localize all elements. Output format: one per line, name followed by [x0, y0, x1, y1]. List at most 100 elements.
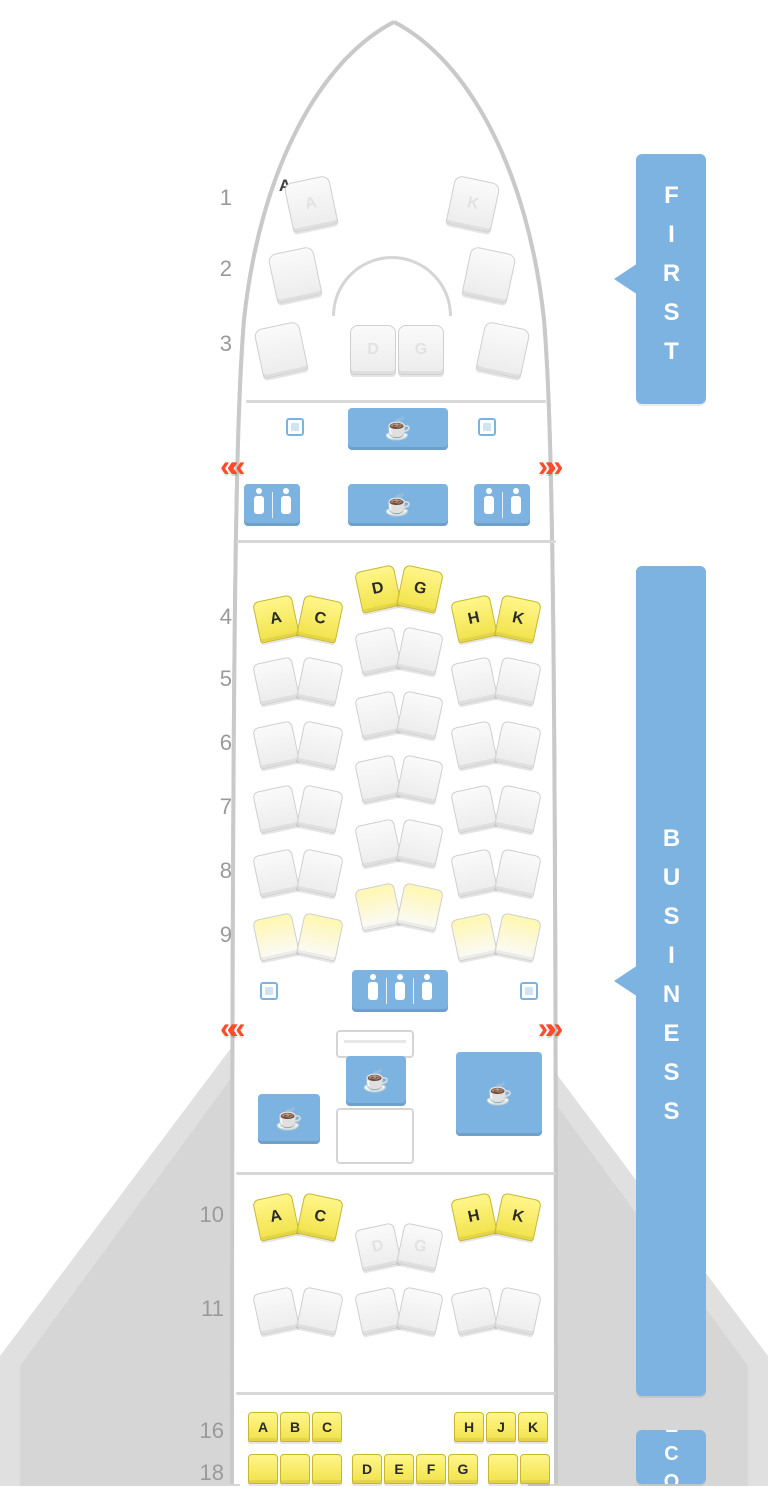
row-number: 3	[198, 331, 232, 357]
galley-icon: ☕	[275, 1106, 302, 1132]
seat-C[interactable]: C	[296, 1192, 344, 1241]
seat-H[interactable]	[450, 656, 498, 705]
seat-G[interactable]	[396, 1286, 444, 1335]
row-number: 18	[190, 1460, 224, 1486]
seat-G[interactable]: G	[396, 1222, 444, 1271]
seat-B[interactable]: B	[280, 1412, 310, 1442]
seat-A[interactable]	[267, 246, 322, 304]
galley-block: ☕	[348, 408, 448, 450]
seat-D[interactable]	[354, 882, 402, 931]
seat-C[interactable]	[296, 784, 344, 833]
seat-A[interactable]	[252, 848, 300, 897]
row-number: 8	[198, 858, 232, 884]
seat-H[interactable]: H	[454, 1412, 484, 1442]
lavatory-icon	[281, 496, 291, 514]
seat-A[interactable]	[252, 784, 300, 833]
seat-C[interactable]	[296, 848, 344, 897]
seat-K[interactable]	[494, 848, 542, 897]
seat-C[interactable]	[296, 1286, 344, 1335]
tv-icon	[520, 982, 538, 1000]
seat-C[interactable]	[296, 912, 344, 961]
seat-G[interactable]	[396, 882, 444, 931]
seat-G[interactable]: G	[396, 564, 444, 613]
row-number: 9	[198, 922, 232, 948]
row-number: 1	[198, 185, 232, 211]
seat-A[interactable]	[252, 1286, 300, 1335]
seat-K[interactable]	[475, 321, 530, 379]
seat-D[interactable]	[354, 754, 402, 803]
seat-H[interactable]	[450, 1286, 498, 1335]
seat-A[interactable]	[252, 656, 300, 705]
seat-K[interactable]: K	[518, 1412, 548, 1442]
seat-H[interactable]: H	[450, 1192, 498, 1241]
seat-H[interactable]	[450, 784, 498, 833]
seat-E[interactable]: E	[384, 1454, 414, 1484]
seat-D[interactable]	[354, 626, 402, 675]
lavatory-icon	[368, 982, 378, 1000]
seat-H[interactable]	[450, 720, 498, 769]
seat-H[interactable]	[450, 848, 498, 897]
lavatory-icon	[422, 982, 432, 1000]
seat-A[interactable]: A	[252, 594, 300, 643]
seat-K[interactable]	[494, 656, 542, 705]
seat-G[interactable]	[396, 626, 444, 675]
seat-K[interactable]	[494, 1286, 542, 1335]
class-badge-business: BUSINESS	[636, 566, 706, 1396]
seat-D[interactable]	[354, 818, 402, 867]
bulkhead	[246, 400, 546, 403]
seat-A[interactable]: A	[252, 1192, 300, 1241]
bulkhead	[236, 540, 556, 543]
galley-block: ☕	[456, 1052, 542, 1136]
seat-K[interactable]: K	[494, 594, 542, 643]
seat-C[interactable]: C	[312, 1412, 342, 1442]
seat-D[interactable]: D	[354, 564, 402, 613]
seat-D[interactable]: D	[354, 1222, 402, 1271]
seat-K[interactable]	[494, 912, 542, 961]
seat-A[interactable]	[252, 912, 300, 961]
seat-J[interactable]	[520, 1454, 550, 1484]
tv-icon	[260, 982, 278, 1000]
class-badge-label: ECO	[660, 1430, 683, 1484]
seat-K[interactable]	[494, 784, 542, 833]
seat-C[interactable]	[312, 1454, 342, 1484]
seat-D[interactable]	[354, 1286, 402, 1335]
tv-icon	[478, 418, 496, 436]
row-number: 6	[198, 730, 232, 756]
lavatory-icon	[484, 496, 494, 514]
seat-A[interactable]: A	[283, 175, 338, 233]
seat-F[interactable]: F	[416, 1454, 446, 1484]
lavatory-icon	[254, 496, 264, 514]
cabinet	[336, 1030, 414, 1058]
galley-block: ☕	[346, 1056, 406, 1106]
lav2-block	[352, 970, 448, 1012]
seat-B[interactable]	[280, 1454, 310, 1484]
seat-A[interactable]	[248, 1454, 278, 1484]
seat-G[interactable]	[396, 754, 444, 803]
seat-K[interactable]	[461, 246, 516, 304]
seat-H[interactable]: H	[450, 594, 498, 643]
seat-K[interactable]: K	[494, 1192, 542, 1241]
seat-C[interactable]	[296, 656, 344, 705]
lavatory-icon	[511, 496, 521, 514]
class-badge-label: BUSINESS	[657, 825, 685, 1137]
seat-G[interactable]	[396, 690, 444, 739]
seat-G[interactable]: G	[398, 325, 444, 375]
seat-G[interactable]: G	[448, 1454, 478, 1484]
galley-icon: ☕	[384, 492, 411, 518]
seat-H[interactable]	[488, 1454, 518, 1484]
seat-K[interactable]: K	[445, 175, 500, 233]
galley-icon: ☕	[362, 1068, 389, 1094]
seat-H[interactable]	[450, 912, 498, 961]
seat-A[interactable]: A	[248, 1412, 278, 1442]
seat-D[interactable]	[354, 690, 402, 739]
seat-C[interactable]: C	[296, 594, 344, 643]
class-badge-first: FIRST	[636, 154, 706, 404]
seat-C[interactable]	[296, 720, 344, 769]
seat-G[interactable]	[396, 818, 444, 867]
seat-K[interactable]	[494, 720, 542, 769]
seat-A[interactable]	[253, 321, 308, 379]
seat-D[interactable]: D	[350, 325, 396, 375]
seat-D[interactable]: D	[352, 1454, 382, 1484]
seat-A[interactable]	[252, 720, 300, 769]
seat-J[interactable]: J	[486, 1412, 516, 1442]
